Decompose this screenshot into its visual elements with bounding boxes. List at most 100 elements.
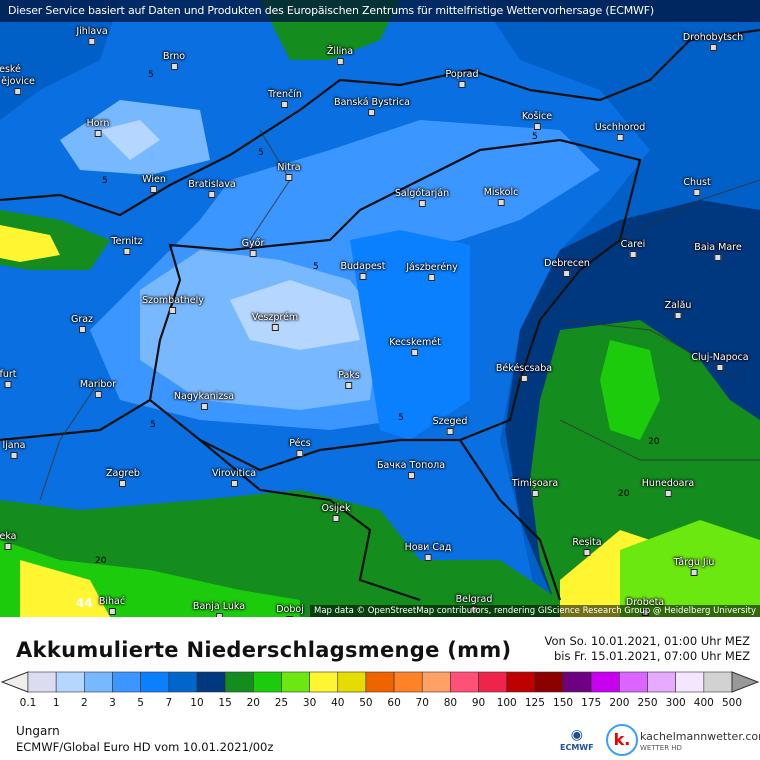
legend-swatch <box>281 671 310 693</box>
region-label: Ungarn <box>16 724 60 738</box>
city-marker <box>123 248 131 255</box>
city-marker <box>424 554 432 561</box>
city-marker <box>108 608 116 615</box>
legend-swatch <box>506 671 536 693</box>
city-label: Szeged <box>433 416 467 435</box>
city-marker <box>215 613 223 617</box>
legend-tick-label: 60 <box>387 697 401 709</box>
city-marker <box>345 382 353 389</box>
legend-tick-label: 20 <box>246 697 260 709</box>
contour-label: 5 <box>148 70 154 80</box>
city-marker <box>664 490 672 497</box>
city-label: Graz <box>71 314 93 333</box>
city-label: Нови Сад <box>405 542 451 561</box>
city-marker <box>714 254 722 261</box>
legend-swatch <box>224 671 254 693</box>
legend-swatch <box>534 671 564 693</box>
legend-swatch <box>478 671 508 693</box>
legend-tick-label: 50 <box>359 697 373 709</box>
legend-tick-label: 300 <box>665 697 686 709</box>
legend-swatch <box>590 671 620 693</box>
city-marker <box>14 88 22 95</box>
ecmwf-logo: ◉ ECMWF <box>560 727 594 752</box>
city-marker <box>407 472 415 479</box>
legend-swatch <box>27 671 57 693</box>
city-marker <box>296 450 304 457</box>
contour-label: 5 <box>532 132 538 142</box>
city-marker <box>674 312 682 319</box>
city-marker <box>88 38 96 45</box>
kachelmann-sub: WETTER HD <box>640 744 682 752</box>
city-marker <box>4 543 12 550</box>
contour-label: 5 <box>398 413 404 423</box>
city-marker <box>271 324 279 331</box>
legend-under-arrow <box>0 671 29 693</box>
city-label: Poprad <box>446 69 479 88</box>
precipitation-map[interactable]: Dieser Service basiert auf Daten und Pro… <box>0 0 760 617</box>
city-label: Jihlava <box>76 26 108 45</box>
chart-title: Akkumulierte Niederschlagsmenge (mm) <box>16 638 512 662</box>
city-label: Zalău <box>665 300 691 319</box>
city-label: Doboj <box>276 604 304 617</box>
city-label: Bihać <box>99 596 125 615</box>
city-label: Târgu Jiu <box>674 557 714 576</box>
legend-swatch <box>196 671 226 693</box>
city-label: Timișoara <box>512 478 558 497</box>
city-marker <box>629 251 637 258</box>
legend-tick-label: 2 <box>80 697 88 709</box>
city-label: Horn <box>87 118 109 137</box>
legend-tick-label: 0.1 <box>19 697 37 709</box>
city-marker <box>169 307 177 314</box>
legend-tick-label: 10 <box>190 697 204 709</box>
city-marker <box>94 391 102 398</box>
city-marker <box>170 63 178 70</box>
legend-tick-label: 3 <box>109 697 116 709</box>
city-label: Salgótarján <box>395 188 449 207</box>
city-marker <box>428 274 436 281</box>
legend-tick-label: 1 <box>52 697 60 709</box>
precipitation-field <box>0 0 760 617</box>
legend-swatch <box>55 671 85 693</box>
map-attribution[interactable]: Map data © OpenStreetMap contributors, r… <box>310 605 760 617</box>
legend-tick-label: 70 <box>415 697 429 709</box>
kachelmann-name[interactable]: kachelmannwetter.com <box>640 730 760 743</box>
city-marker <box>520 375 528 382</box>
legend-swatch <box>562 671 592 693</box>
contour-label: 20 <box>95 556 107 566</box>
legend-swatch <box>309 671 339 693</box>
city-label: ějovice <box>1 76 35 95</box>
city-marker <box>332 515 340 522</box>
city-label: eské <box>0 64 21 75</box>
legend-swatch <box>168 671 198 693</box>
service-banner: Dieser Service basiert auf Daten und Pro… <box>0 0 760 22</box>
city-marker <box>230 480 238 487</box>
kachelmann-logo[interactable]: k. <box>606 724 638 756</box>
legend-tick-label: 5 <box>137 697 144 709</box>
contour-label: 44 <box>76 596 93 610</box>
model-run-label: ECMWF/Global Euro HD vom 10.01.2021/00z <box>16 740 274 754</box>
city-marker <box>78 326 86 333</box>
city-label: Budapest <box>341 261 385 280</box>
city-label: Banská Bystrica <box>334 97 410 116</box>
city-marker <box>286 616 294 617</box>
city-marker <box>336 58 344 65</box>
city-label: Zagreb <box>106 468 140 487</box>
city-label: Uschhorod <box>595 122 645 141</box>
legend-tick-label: 125 <box>524 697 545 709</box>
city-label: Wien <box>142 174 166 193</box>
contour-label: 5 <box>102 176 108 186</box>
city-label: Banja Luka <box>193 601 245 617</box>
city-marker <box>563 270 571 277</box>
city-label: Chust <box>683 177 711 196</box>
legend-tick-label: 200 <box>609 697 630 709</box>
legend-tick-label: 15 <box>218 697 232 709</box>
city-marker <box>411 349 419 356</box>
legend-tick-label: 80 <box>443 697 458 709</box>
city-label: Békéscsaba <box>496 363 552 382</box>
city-label: Reșita <box>572 537 602 556</box>
forecast-period: Von So. 10.01.2021, 01:00 Uhr MEZ bis Fr… <box>544 634 750 664</box>
legend-swatch <box>337 671 367 693</box>
legend-swatch <box>450 671 479 693</box>
period-to: bis Fr. 15.01.2021, 07:00 Uhr MEZ <box>553 649 750 663</box>
period-from: Von So. 10.01.2021, 01:00 Uhr MEZ <box>544 634 750 648</box>
